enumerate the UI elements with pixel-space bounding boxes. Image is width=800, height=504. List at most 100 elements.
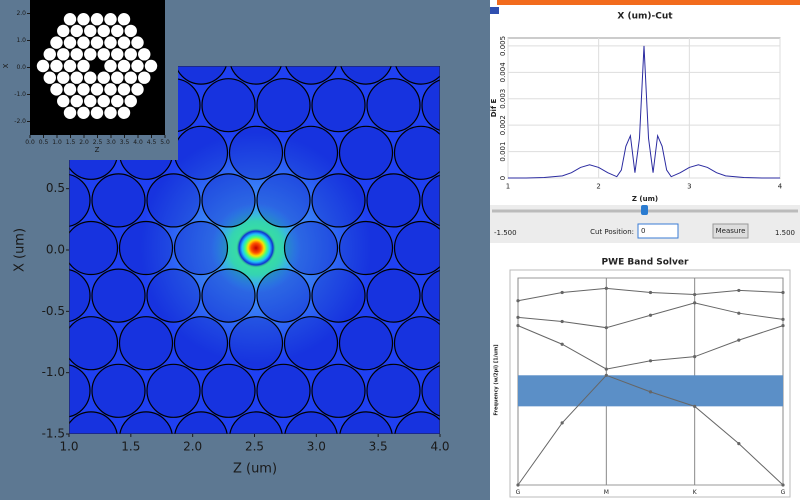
x-tick-label: 3.0 — [307, 439, 326, 453]
y-tick-label: -1.5 — [42, 427, 65, 441]
x-tick-label: 0.0 — [25, 139, 35, 146]
mode-core — [236, 228, 276, 268]
band-point — [737, 442, 741, 446]
inset-hole — [111, 24, 124, 38]
x-tick-label: 4.0 — [133, 139, 143, 146]
air-hole — [311, 173, 366, 228]
inset-hole — [117, 106, 131, 119]
inset-hole — [43, 71, 56, 84]
y-tick-label: 0.5 — [46, 181, 65, 195]
band-point — [737, 338, 741, 342]
inset-hole — [131, 36, 144, 49]
inset-hole — [90, 83, 104, 96]
air-hole — [174, 411, 228, 434]
air-hole — [201, 363, 256, 418]
y-tick-label: -1.0 — [42, 365, 65, 379]
band-point — [737, 288, 741, 293]
inset-hole — [77, 83, 90, 96]
inset-hole — [90, 106, 104, 119]
air-hole — [256, 363, 311, 418]
x-tick-label: 1 — [506, 182, 510, 190]
x-axis-label: Z (um) — [632, 195, 658, 203]
x-axis-label: Z — [95, 146, 100, 154]
air-hole — [393, 220, 440, 276]
x-tick-label: 2.5 — [245, 439, 264, 453]
inset-hole — [90, 36, 104, 49]
y-tick-label: -0.5 — [42, 304, 65, 318]
x-tick-label: 4 — [778, 182, 783, 190]
inset-hole — [117, 83, 131, 96]
inset-hole — [84, 94, 97, 108]
y-tick-label: 0.0 — [46, 243, 65, 257]
band-frame — [509, 269, 791, 498]
air-hole — [311, 78, 366, 133]
band-point — [516, 315, 520, 319]
air-hole — [393, 316, 440, 371]
inset-hole — [144, 59, 158, 73]
inset-hole — [63, 59, 77, 73]
air-hole — [256, 78, 311, 133]
measure-button[interactable] — [712, 223, 749, 239]
air-hole — [393, 125, 440, 180]
x-axis-label: Z (um) — [233, 462, 277, 477]
panel: 1.0 1.5 2.0 2.5 3.0 3.5 4.0 0.5 0.0 -0.5 -1.0 -1.5 Z… — [13, 181, 450, 476]
air-hole — [91, 363, 146, 418]
air-hole — [201, 78, 256, 133]
inset-hole — [57, 24, 70, 38]
x-tick-label: 1.5 — [66, 139, 76, 146]
x-tick-label: 1.0 — [59, 439, 78, 453]
inset-hole — [63, 106, 77, 119]
cut-label: Cut Position: — [590, 228, 634, 236]
y-axis-label: Frequency (w/2pi) [1/um] — [494, 344, 500, 415]
air-hole — [283, 316, 339, 371]
inset-hole — [63, 83, 77, 96]
x-tick-label: K — [693, 489, 698, 496]
band-point — [693, 355, 697, 359]
cut-input[interactable] — [637, 223, 679, 239]
x-tick-label: G — [781, 489, 786, 496]
air-hole — [311, 363, 366, 418]
air-hole — [91, 268, 146, 323]
slider-thumb[interactable] — [641, 205, 648, 215]
x-tick-label: G — [516, 489, 521, 496]
band-point — [781, 324, 785, 328]
inset-hole — [131, 59, 144, 73]
inset-hole — [70, 94, 83, 108]
inset-hole — [104, 13, 117, 26]
band-point — [516, 324, 520, 328]
inset-hole — [90, 13, 104, 26]
inset-hole — [104, 106, 117, 119]
air-hole — [230, 66, 282, 85]
inset-hole — [57, 94, 70, 108]
band-point — [604, 367, 608, 371]
band-point — [516, 483, 520, 487]
inset-hole — [77, 106, 90, 119]
inset-hole — [97, 94, 110, 108]
slider-max: 1.500 — [775, 229, 795, 237]
x-tick-label: M — [604, 489, 609, 496]
air-hole — [118, 316, 174, 371]
band-point — [781, 483, 785, 487]
air-hole — [173, 316, 229, 371]
inset-hole — [77, 59, 90, 73]
air-hole — [69, 316, 119, 371]
x-tick-label: 3.0 — [106, 139, 116, 146]
y-tick-label: 0.002 — [499, 115, 507, 135]
y-tick-label: 1.0 — [16, 37, 26, 44]
x-tick-label: 4.5 — [147, 139, 157, 146]
inset-hole — [50, 83, 63, 96]
air-hole — [338, 220, 394, 276]
y-tick-label: 0 — [499, 176, 507, 180]
x-tick-label: 2.0 — [183, 439, 202, 453]
inset-hole — [50, 36, 63, 49]
x-tick-label: 1.0 — [52, 139, 62, 146]
inset-hole — [111, 48, 124, 61]
band-point — [604, 326, 608, 330]
x-tick-label: 1.5 — [121, 439, 140, 453]
air-hole — [69, 411, 118, 434]
band-point — [648, 390, 653, 394]
inset-hole — [124, 94, 137, 108]
inset-hole — [117, 13, 131, 26]
band-point — [648, 313, 653, 317]
